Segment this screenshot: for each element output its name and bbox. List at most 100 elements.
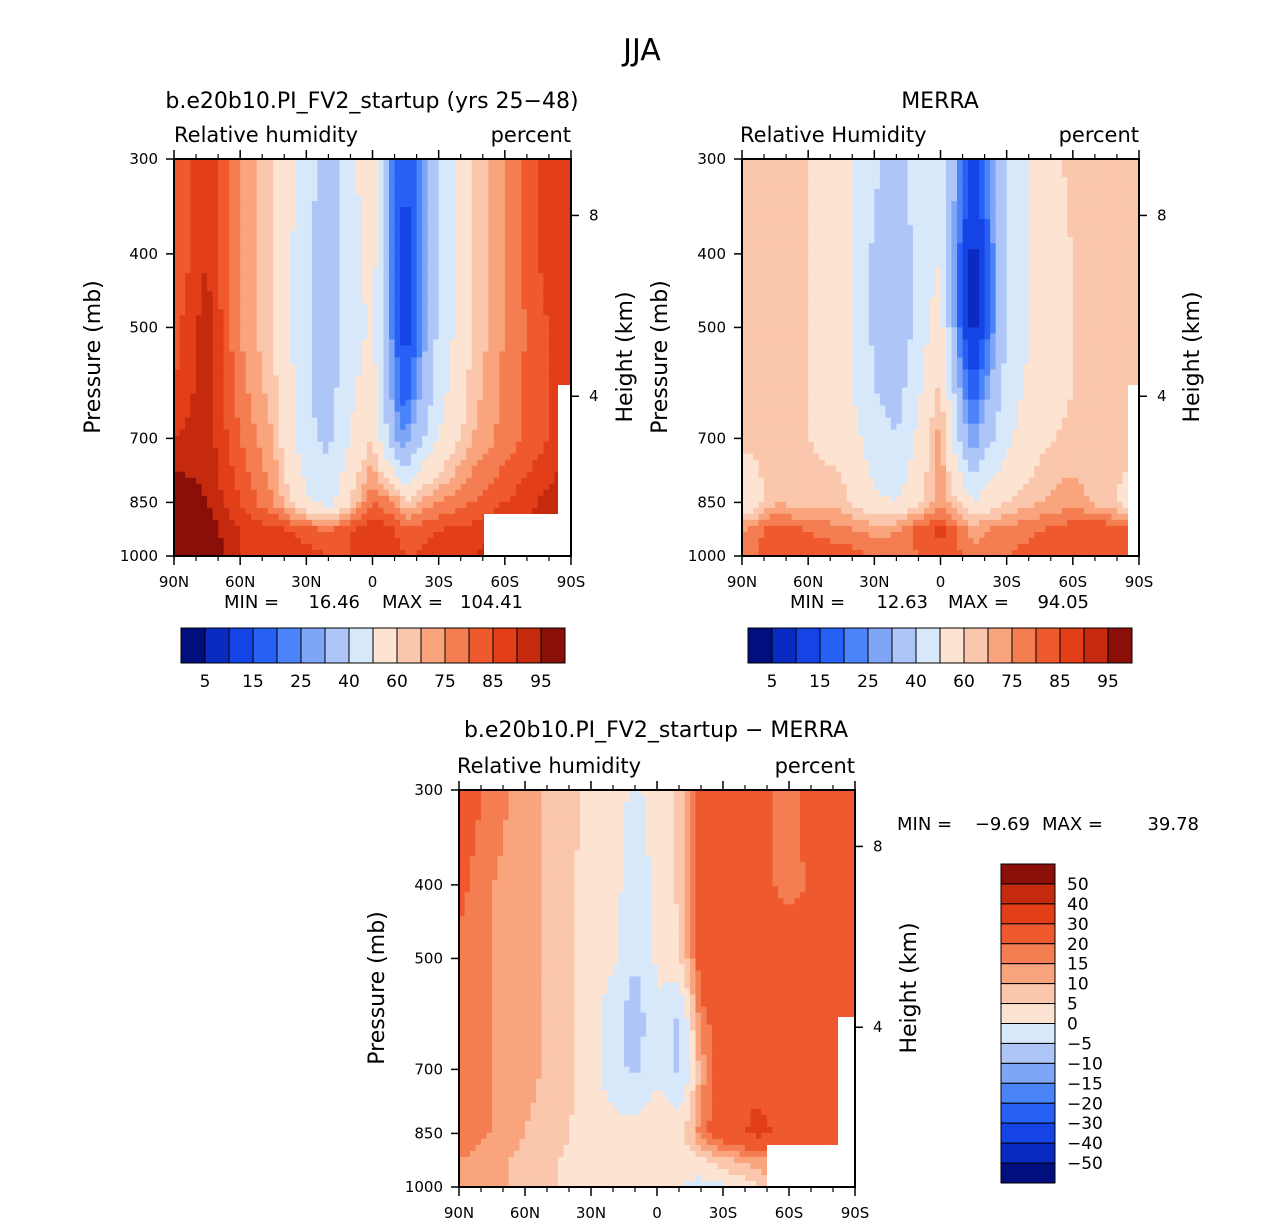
- panel-model-min-value: 16.46: [308, 592, 360, 613]
- model-field-cell: [460, 183, 467, 190]
- model-field-cell: [477, 321, 484, 329]
- model-field-cell: [504, 189, 511, 196]
- model-field-cell: [295, 273, 302, 280]
- model-field-cell: [416, 459, 423, 467]
- model-field-cell: [317, 231, 324, 238]
- model-field-cell: [455, 309, 462, 316]
- model-field-cell: [548, 339, 556, 347]
- model-field-cell: [174, 525, 181, 533]
- model-field-cell: [471, 471, 478, 479]
- model-field-cell: [521, 219, 528, 226]
- model-field-cell: [295, 423, 302, 431]
- model-field-cell: [537, 477, 545, 485]
- model-field-cell: [427, 339, 434, 347]
- model-field-cell: [223, 429, 230, 437]
- model-field-cell: [284, 513, 291, 521]
- model-field-cell: [366, 525, 374, 533]
- model-field-cell: [532, 399, 539, 407]
- model-field-cell: [218, 189, 225, 196]
- model-field-cell: [311, 201, 318, 208]
- model-field-cell: [339, 171, 346, 178]
- model-field-cell: [218, 165, 225, 172]
- model-field-cell: [455, 435, 462, 443]
- model-field-cell: [284, 219, 291, 226]
- model-field-cell: [185, 369, 192, 377]
- model-field-cell: [477, 309, 484, 316]
- model-field-cell: [223, 381, 230, 389]
- model-field-cell: [240, 411, 247, 419]
- model-field-cell: [565, 363, 571, 371]
- merra-field-cell: [990, 159, 997, 166]
- model-field-cell: [344, 309, 352, 316]
- model-field-cell: [543, 471, 550, 479]
- model-field-cell: [444, 159, 451, 166]
- model-field-cell: [394, 447, 401, 455]
- model-field-cell: [350, 501, 357, 509]
- model-field-cell: [256, 225, 263, 232]
- model-field-cell: [223, 387, 230, 395]
- model-field-cell: [262, 225, 269, 232]
- model-field-cell: [438, 453, 445, 461]
- model-field-cell: [477, 399, 484, 407]
- merra-field-cell: [934, 159, 942, 166]
- model-field-cell: [521, 225, 528, 232]
- model-field-cell: [300, 249, 307, 256]
- model-field-cell: [251, 471, 258, 479]
- model-field-cell: [427, 513, 434, 521]
- model-field-cell: [179, 435, 186, 443]
- model-field-cell: [449, 327, 456, 335]
- model-field-cell: [366, 477, 374, 485]
- model-field-cell: [400, 525, 407, 533]
- model-field-cell: [240, 519, 247, 527]
- model-field-cell: [493, 477, 500, 485]
- model-field-cell: [245, 483, 252, 491]
- model-field-cell: [262, 315, 269, 323]
- model-field-cell: [240, 543, 247, 551]
- model-field-cell: [328, 477, 335, 485]
- model-field-cell: [422, 237, 429, 244]
- model-field-cell: [256, 483, 263, 491]
- model-field-cell: [207, 393, 214, 401]
- model-field-cell: [311, 237, 318, 244]
- model-field-cell: [471, 477, 478, 485]
- model-field-cell: [196, 219, 203, 226]
- model-field-cell: [322, 369, 329, 377]
- model-field-cell: [179, 207, 186, 214]
- model-field-cell: [383, 429, 390, 437]
- model-field-cell: [262, 195, 269, 202]
- model-field-cell: [333, 423, 341, 431]
- model-field-cell: [300, 231, 307, 238]
- model-field-cell: [284, 345, 291, 353]
- model-field-cell: [526, 321, 533, 329]
- model-field-cell: [466, 429, 473, 437]
- model-field-cell: [504, 399, 511, 407]
- model-field-cell: [416, 327, 423, 335]
- model-field-cell: [537, 405, 545, 413]
- model-field-cell: [510, 237, 517, 244]
- model-field-cell: [300, 459, 307, 467]
- model-field-cell: [267, 183, 274, 190]
- model-field-cell: [185, 471, 192, 479]
- model-field-cell: [378, 255, 385, 262]
- model-field-cell: [262, 183, 269, 190]
- model-field-cell: [493, 417, 500, 425]
- model-field-cell: [405, 501, 412, 509]
- model-field-cell: [223, 423, 230, 431]
- model-field-cell: [565, 297, 571, 304]
- model-field-cell: [306, 393, 313, 401]
- model-field-cell: [416, 453, 423, 461]
- model-field-cell: [190, 483, 197, 491]
- model-field-cell: [515, 417, 522, 425]
- model-field-cell: [510, 495, 517, 503]
- model-field-cell: [185, 387, 192, 395]
- model-field-cell: [372, 363, 379, 371]
- model-field-cell: [559, 339, 567, 347]
- model-field-cell: [455, 195, 462, 202]
- panel-merra-units-label: percent: [1059, 123, 1139, 147]
- model-field-cell: [174, 195, 181, 202]
- model-field-cell: [526, 447, 533, 455]
- model-field-cell: [372, 237, 379, 244]
- model-field-cell: [179, 225, 186, 232]
- model-field-cell: [212, 249, 219, 256]
- model-field-cell: [234, 243, 241, 250]
